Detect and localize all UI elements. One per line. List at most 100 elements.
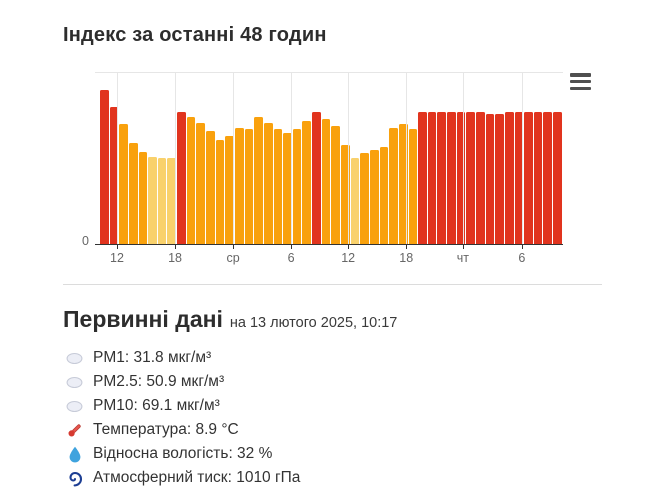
chart-bar [177, 112, 186, 244]
primary-data-item: PM1: 31.8 мкг/м³ [65, 346, 300, 370]
x-tick-label: 18 [168, 251, 182, 265]
chart-bar [215, 140, 225, 244]
chart-bar [466, 112, 475, 244]
chart-bar [524, 112, 533, 244]
chart-bar [273, 129, 283, 244]
chart-bar [148, 157, 157, 244]
primary-data-value: Температура: 8.9 °C [93, 421, 239, 438]
chart-bar [418, 112, 427, 244]
chart-bar [321, 119, 331, 244]
x-tick-mark [175, 244, 177, 249]
chart-bar [341, 145, 350, 244]
humidity-droplet-icon [65, 446, 84, 463]
chart-bar [495, 114, 504, 244]
chart-bar [331, 126, 341, 244]
chart-bar [389, 128, 398, 244]
chart-bar [485, 114, 495, 244]
x-tick-label: 18 [399, 251, 414, 265]
x-tick-mark [116, 244, 118, 249]
chart-bar [379, 147, 389, 244]
x-tick-mark [406, 244, 408, 249]
chart-bar [157, 158, 167, 244]
x-tick-mark [521, 244, 523, 249]
chart-bar [283, 133, 292, 244]
x-gridline [462, 73, 464, 244]
x-tick-label: ср [226, 251, 240, 265]
x-gridline [233, 73, 235, 244]
primary-data-item: Температура: 8.9 °C [65, 418, 300, 442]
chart-bar [427, 112, 437, 244]
chart-bar [128, 143, 138, 244]
y-axis-zero-label: 0 [82, 234, 89, 248]
primary-data-title: Первинні дані [63, 306, 223, 332]
hamburger-menu-icon [570, 86, 591, 90]
chart-bar [263, 123, 273, 244]
thermometer-icon [65, 422, 84, 439]
chart-plot-area: 12 18 ср 6 12 18 чт 6 [95, 72, 563, 265]
chart-bar [100, 90, 109, 244]
chart-bar [244, 129, 254, 244]
primary-data-value: Відносна вологість: 32 % [93, 445, 273, 462]
primary-data-item: PM2.5: 50.9 мкг/м³ [65, 370, 300, 394]
chart-bar [447, 112, 456, 244]
chart-bar [109, 107, 119, 244]
hamburger-menu-icon [570, 79, 591, 84]
chart-bar [553, 112, 562, 244]
x-gridline [116, 73, 118, 244]
chart-bar [360, 153, 369, 244]
section-divider [63, 284, 602, 285]
chart-bar [292, 129, 302, 244]
chart-bar [186, 117, 196, 244]
x-tick-mark [462, 244, 464, 249]
chart-bar [350, 158, 360, 244]
chart-bar [234, 128, 244, 244]
primary-data-value: PM10: 69.1 мкг/м³ [93, 397, 220, 414]
pm-particles-icon [65, 376, 84, 389]
x-tick-label: 6 [287, 251, 295, 265]
chart-bar [437, 112, 447, 244]
chart-bar [138, 152, 148, 244]
primary-data-value: PM2.5: 50.9 мкг/м³ [93, 373, 225, 390]
chart-bar [206, 131, 215, 244]
x-tick-label: чт [456, 251, 469, 265]
hamburger-menu-icon [570, 73, 591, 77]
primary-data-item: Атмосферний тиск: 1010 гПа [65, 466, 300, 490]
chart-title: Індекс за останні 48 годин [63, 24, 327, 46]
x-tick-mark [233, 244, 235, 249]
x-tick-label: 12 [341, 251, 356, 265]
x-tick-label: 12 [110, 251, 124, 265]
primary-data-timestamp: на 13 лютого 2025, 10:17 [229, 315, 398, 331]
bar-series [100, 73, 562, 244]
x-tick-mark [291, 244, 293, 249]
chart-bar [167, 158, 177, 244]
chart-bar [254, 117, 263, 244]
chart-bar [369, 150, 379, 244]
index-chart: 12 18 ср 6 12 18 чт 6 0 [63, 58, 603, 274]
x-tick-mark [348, 244, 350, 249]
chart-bar [302, 121, 312, 244]
pm-particles-icon [65, 400, 84, 413]
primary-data-value: Атмосферний тиск: 1010 гПа [93, 469, 301, 486]
chart-bar [543, 112, 553, 244]
pm-particles-icon [65, 352, 84, 365]
chart-bar [514, 112, 524, 244]
chart-context-menu-button[interactable] [567, 71, 594, 92]
primary-data-value: PM1: 31.8 мкг/м³ [93, 349, 212, 366]
chart-bar [398, 124, 408, 244]
chart-bar [225, 136, 234, 244]
pressure-spiral-icon [65, 470, 84, 487]
chart-bar [196, 123, 206, 244]
chart-bar [533, 112, 543, 244]
chart-bar [456, 112, 466, 244]
x-gridline [291, 73, 293, 244]
chart-bar [312, 112, 321, 244]
primary-data-header: Первинні дані на 13 лютого 2025, 10:17 [63, 306, 397, 333]
x-gridline [406, 73, 408, 244]
primary-data-item: PM10: 69.1 мкг/м³ [65, 394, 300, 418]
x-gridline [348, 73, 350, 244]
chart-bar [408, 129, 418, 244]
primary-data-item: Відносна вологість: 32 % [65, 442, 300, 466]
primary-data-list: PM1: 31.8 мкг/м³ PM2.5: 50.9 мкг/м³ PM10: … [65, 346, 300, 490]
x-gridline [521, 73, 523, 244]
chart-bar [119, 124, 128, 244]
